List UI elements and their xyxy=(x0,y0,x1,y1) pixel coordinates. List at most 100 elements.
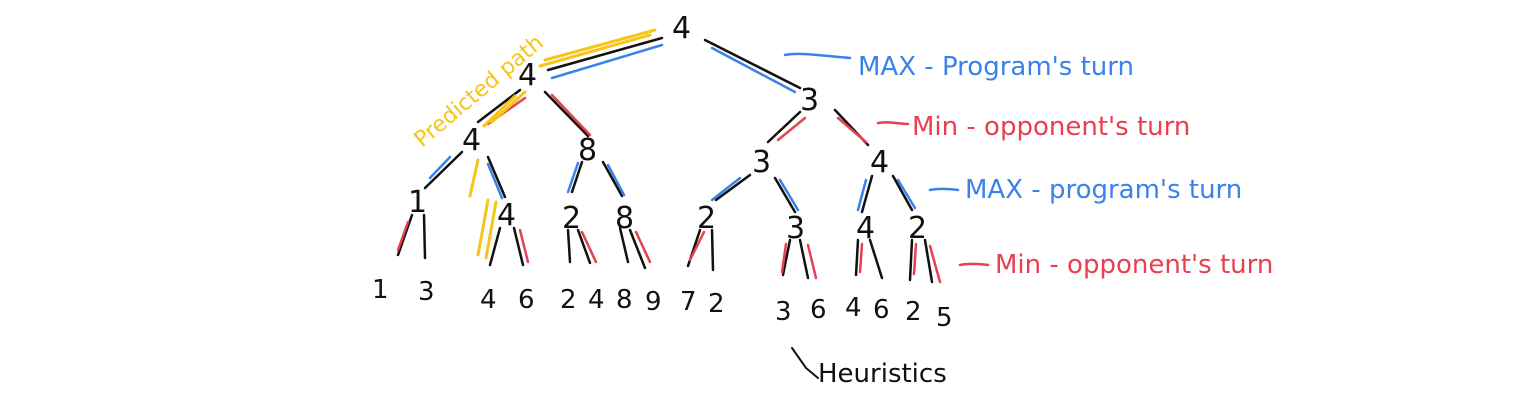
min-highlight xyxy=(550,93,592,137)
node-level1: 3 xyxy=(800,83,819,118)
max-highlight xyxy=(896,178,917,210)
legend-min-opponent-turn: Min - opponent's turn xyxy=(995,250,1273,280)
node-level3: 2 xyxy=(908,211,927,246)
node-level3: 4 xyxy=(856,211,875,246)
leaf-value: 2 xyxy=(560,285,577,315)
node-root: 4 xyxy=(672,11,691,46)
leaf-value: 6 xyxy=(810,295,827,325)
min-highlight xyxy=(634,230,652,264)
predicted-path-segment xyxy=(484,200,498,260)
node-level3: 3 xyxy=(786,211,805,246)
predicted-path-segment xyxy=(538,33,652,68)
edge-l3e-leaf10 xyxy=(710,228,715,272)
leaf-value: 8 xyxy=(616,285,633,315)
node-level2: 8 xyxy=(578,133,597,168)
node-level1: 4 xyxy=(518,58,537,93)
edge-l3g-leaf13 xyxy=(854,238,860,277)
heuristics-pointer xyxy=(791,347,819,379)
legend-max-program-turn: MAX - program's turn xyxy=(965,175,1242,205)
max-highlight xyxy=(486,162,504,200)
min-highlight xyxy=(780,242,788,274)
legend-connector-min xyxy=(958,262,990,267)
min-highlight xyxy=(688,230,706,262)
edge-root-left xyxy=(546,36,664,72)
edge-l3c-leaf6 xyxy=(576,228,592,265)
max-highlight xyxy=(778,178,800,212)
edge-l3b-leaf4 xyxy=(512,226,525,267)
node-level3: 4 xyxy=(497,198,516,233)
node-level2: 4 xyxy=(870,145,889,180)
min-highlight xyxy=(776,116,807,142)
min-highlight xyxy=(396,220,410,252)
max-highlight xyxy=(856,178,868,212)
legend-connector-min xyxy=(876,121,910,126)
min-highlight xyxy=(518,228,530,264)
max-highlight xyxy=(606,163,626,197)
edge-l2a-l3b xyxy=(486,155,507,199)
node-level3: 1 xyxy=(408,185,427,220)
max-highlight xyxy=(428,155,452,180)
edge-l3d-leaf8 xyxy=(628,228,647,270)
predicted-path-segment xyxy=(543,28,657,62)
node-level2: 4 xyxy=(462,123,481,158)
predicted-path-segment xyxy=(482,94,517,128)
edge-l3h-leaf16 xyxy=(923,238,934,284)
max-highlight xyxy=(550,43,664,80)
heuristics-label: Heuristics xyxy=(818,359,947,389)
leaf-value: 1 xyxy=(372,275,389,305)
leaf-value: 9 xyxy=(645,287,662,317)
edge-root-right xyxy=(703,38,802,90)
predicted-path-highlight xyxy=(468,28,657,260)
legend-min-opponent-turn: Min - opponent's turn xyxy=(912,112,1190,142)
leaf-value: 6 xyxy=(873,295,890,325)
edge-l3c-leaf5 xyxy=(566,228,572,264)
leaf-value: 3 xyxy=(418,277,435,307)
legend-connector-max xyxy=(783,52,852,60)
edge-l2c-l3f xyxy=(773,176,797,214)
edge-l3d-leaf7 xyxy=(618,226,630,264)
turn-legend: MAX - Program's turn Min - opponent's tu… xyxy=(783,52,1273,280)
max-highlight xyxy=(710,46,797,94)
edge-l1b-l2c xyxy=(766,110,802,144)
edge-l2d-l3g xyxy=(860,174,874,214)
node-level2: 3 xyxy=(752,145,771,180)
min-highlight xyxy=(858,242,864,274)
min-highlight xyxy=(580,230,598,264)
edge-l3a-leaf1 xyxy=(396,213,414,257)
edge-l3a-leaf2 xyxy=(422,213,427,260)
predicted-path-segment xyxy=(490,90,527,124)
node-level3: 2 xyxy=(562,201,581,236)
leaf-value: 3 xyxy=(775,297,792,327)
edge-l2b-l3c xyxy=(570,160,584,194)
heuristics-annotation: Heuristics xyxy=(791,347,947,389)
leaf-value: 4 xyxy=(845,293,862,323)
max-highlight xyxy=(710,176,742,202)
predicted-path-segment xyxy=(468,158,480,198)
min-highlight xyxy=(912,242,918,276)
leaf-value: 2 xyxy=(708,289,725,319)
tree-nodes: 4 4 3 4 8 3 4 1 4 2 8 2 3 4 2 xyxy=(408,11,927,246)
max-turn-highlights xyxy=(428,43,917,212)
leaf-value: 6 xyxy=(518,285,535,315)
node-level3: 2 xyxy=(697,201,716,236)
leaf-value: 4 xyxy=(480,285,497,315)
min-highlight xyxy=(836,116,868,144)
edge-l1a-l2b xyxy=(543,90,590,138)
max-highlight xyxy=(566,161,580,194)
min-highlight xyxy=(928,244,942,284)
edge-l3f-leaf12 xyxy=(798,238,810,280)
tree-leaves: 1 3 4 6 2 4 8 9 7 2 3 6 4 6 2 5 xyxy=(372,275,953,333)
edge-l2d-l3h xyxy=(891,174,914,212)
leaf-value: 4 xyxy=(588,285,605,315)
leaf-value: 7 xyxy=(680,287,697,317)
leaf-value: 5 xyxy=(936,303,953,333)
leaf-value: 2 xyxy=(905,297,922,327)
predicted-path-segment xyxy=(476,198,490,257)
edge-l2b-l3d xyxy=(601,160,624,198)
edge-l3b-leaf3 xyxy=(488,226,502,267)
node-level3: 8 xyxy=(615,201,634,236)
edge-l3g-leaf14 xyxy=(868,238,884,280)
legend-connector-max xyxy=(928,187,960,192)
edge-l2c-l3e xyxy=(714,173,752,202)
